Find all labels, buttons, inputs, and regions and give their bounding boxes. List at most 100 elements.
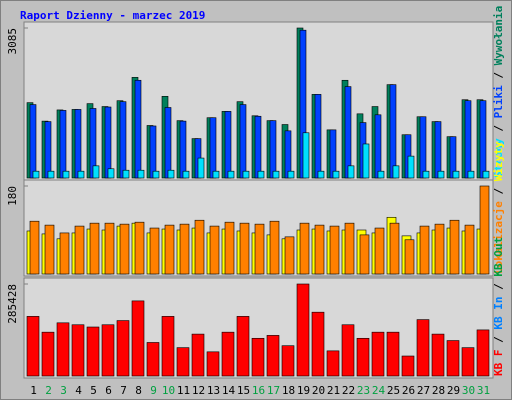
bar <box>326 350 340 377</box>
bar <box>116 320 130 377</box>
bar <box>122 169 130 179</box>
bar <box>152 170 160 179</box>
legend-separator: / <box>492 65 505 85</box>
bar <box>437 170 445 179</box>
bar <box>59 110 67 179</box>
bar <box>476 329 490 377</box>
bar <box>74 109 82 179</box>
x-tick-label: 6 <box>105 384 112 397</box>
x-tick-label: 29 <box>447 384 460 397</box>
x-tick-label: 30 <box>462 384 475 397</box>
bar <box>461 347 475 377</box>
bar <box>44 121 52 179</box>
bar <box>101 324 115 377</box>
legend-entry: Wizyty <box>492 141 505 181</box>
bar <box>29 104 37 179</box>
bar <box>89 222 100 275</box>
bar <box>302 132 310 179</box>
x-tick-label: 11 <box>177 384 190 397</box>
bar <box>467 170 475 179</box>
bar <box>134 221 145 275</box>
x-tick-label: 7 <box>120 384 127 397</box>
x-tick-label: 5 <box>90 384 97 397</box>
bar <box>452 170 460 179</box>
legend-separator: / <box>492 277 505 297</box>
bar <box>71 324 85 377</box>
bar <box>26 316 40 377</box>
bar <box>29 220 40 275</box>
legend-separator: / <box>492 181 505 201</box>
bar <box>386 331 400 377</box>
bar <box>176 347 190 377</box>
x-tick-label: 23 <box>357 384 370 397</box>
bar <box>86 326 100 377</box>
bar <box>134 79 142 179</box>
x-tick-label: 16 <box>252 384 265 397</box>
bar <box>104 106 112 179</box>
x-tick-label: 17 <box>267 384 280 397</box>
legend: Strony / Pliki / Wywołania <box>492 6 505 178</box>
bar <box>269 120 277 179</box>
bar <box>161 316 175 377</box>
bar <box>362 143 370 179</box>
bar <box>359 234 370 275</box>
legend-entry: Lokalizacje <box>492 201 505 274</box>
x-tick-label: 24 <box>372 384 386 397</box>
bar <box>92 165 100 179</box>
bar <box>329 129 337 179</box>
bar <box>431 333 445 377</box>
legend-entry: KB F <box>492 350 505 377</box>
bar <box>314 224 325 275</box>
bar <box>182 170 190 179</box>
bar <box>389 222 400 275</box>
bar <box>416 319 430 377</box>
bar <box>251 337 265 377</box>
bar <box>206 351 220 377</box>
bar <box>191 333 205 377</box>
x-tick-label: 10 <box>162 384 175 397</box>
bar <box>104 222 115 275</box>
bar <box>224 111 232 179</box>
legend-entry: Wywołania <box>492 6 505 66</box>
y-tick-label: 180 <box>6 186 19 206</box>
bar <box>209 117 217 179</box>
bar <box>479 100 487 179</box>
bar <box>236 316 250 377</box>
bar <box>167 169 175 179</box>
bar <box>374 114 382 179</box>
bar <box>329 225 340 275</box>
bar <box>119 101 127 179</box>
bar <box>62 170 70 179</box>
legend: Lokalizacje / Wizyty <box>492 141 505 274</box>
bar <box>239 104 247 179</box>
bar <box>287 170 295 179</box>
x-tick-label: 9 <box>150 384 157 397</box>
legend-separator: / <box>492 118 505 138</box>
bar <box>212 170 220 179</box>
bar <box>464 100 472 179</box>
x-tick-label: 21 <box>327 384 340 397</box>
bar <box>119 223 130 275</box>
bar <box>47 170 55 179</box>
x-tick-label: 25 <box>387 384 400 397</box>
bar <box>164 107 172 179</box>
x-tick-label: 2 <box>45 384 52 397</box>
bar <box>419 225 430 275</box>
bar <box>419 116 427 179</box>
bar <box>311 311 325 377</box>
bar <box>449 219 460 275</box>
bar <box>281 345 295 377</box>
bar <box>434 223 445 275</box>
legend-entry: Strony <box>492 138 505 178</box>
bar <box>392 165 400 179</box>
bar <box>209 225 220 275</box>
bar <box>77 170 85 179</box>
bar <box>41 331 55 377</box>
bar <box>347 165 355 179</box>
bar <box>389 84 397 179</box>
chart-title: Raport Dzienny - marzec 2019 <box>20 9 205 22</box>
bar <box>179 223 190 275</box>
bar <box>332 170 340 179</box>
bar <box>254 115 262 179</box>
